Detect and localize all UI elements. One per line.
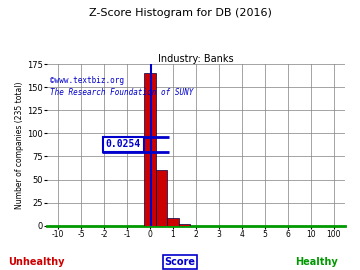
Text: ©www.textbiz.org: ©www.textbiz.org xyxy=(50,76,124,85)
Text: The Research Foundation of SUNY: The Research Foundation of SUNY xyxy=(50,89,193,97)
Bar xyxy=(156,170,167,226)
Text: Z-Score Histogram for DB (2016): Z-Score Histogram for DB (2016) xyxy=(89,8,271,18)
Bar xyxy=(167,218,179,226)
Y-axis label: Number of companies (235 total): Number of companies (235 total) xyxy=(15,81,24,209)
Title: Industry: Banks: Industry: Banks xyxy=(158,53,234,63)
Text: Healthy: Healthy xyxy=(296,257,338,267)
Bar xyxy=(144,73,156,226)
Text: Unhealthy: Unhealthy xyxy=(8,257,64,267)
Text: Score: Score xyxy=(165,257,195,267)
Bar xyxy=(179,224,190,226)
Text: 0.0254: 0.0254 xyxy=(105,140,141,150)
